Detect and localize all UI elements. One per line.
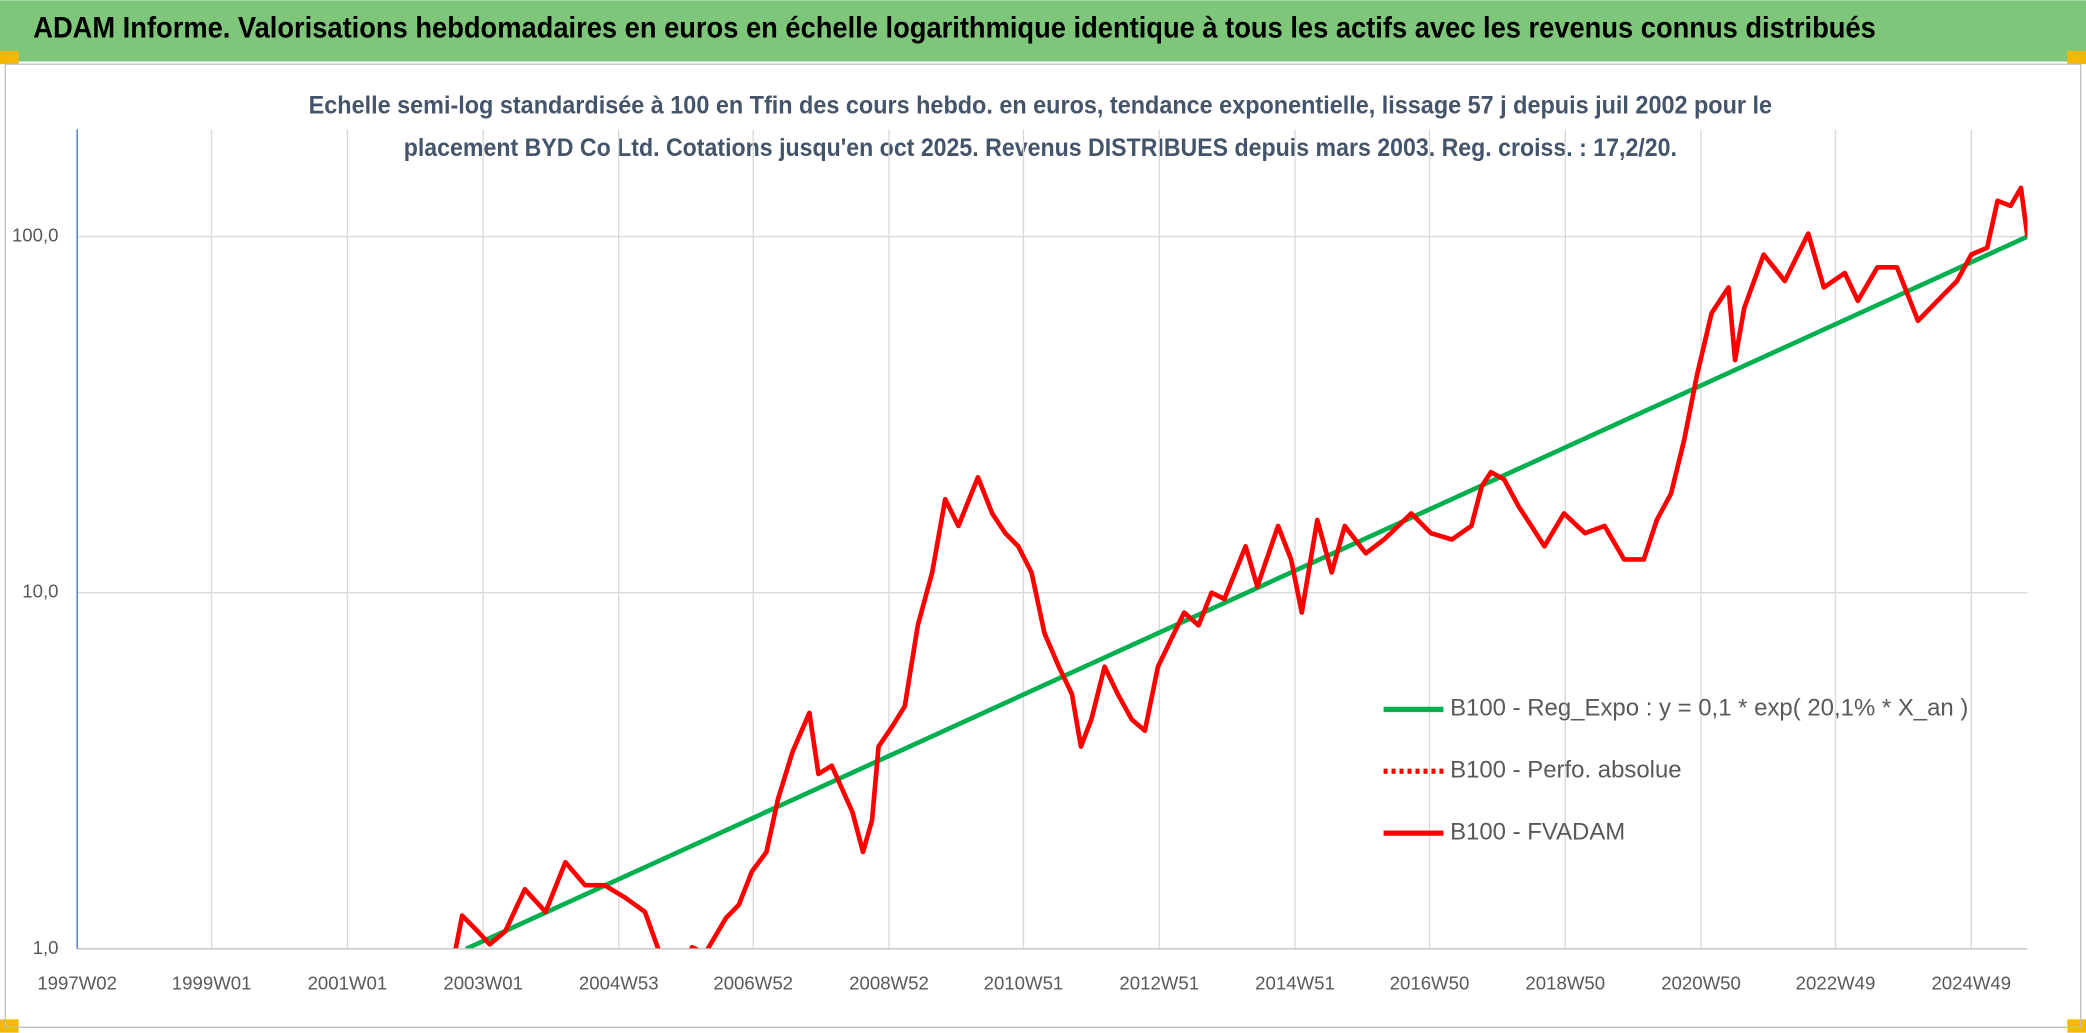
frame [4, 63, 2082, 1029]
x-tick-label: 2008W52 [849, 973, 929, 994]
corner [0, 1019, 19, 1033]
legend-label: B100 - Perfo. absolue [1450, 757, 1682, 784]
series-line [453, 185, 2028, 949]
x-tick-label: 2006W52 [713, 973, 793, 994]
y-tick-label: 100,0 [12, 224, 59, 245]
chart-subtitle: Echelle semi-log standardisée à 100 en T… [309, 91, 1772, 119]
chart-subtitle: placement BYD Co Ltd. Cotations jusqu'en… [404, 134, 1677, 162]
series-line [465, 234, 2028, 949]
y-tick-label: 1,0 [33, 937, 59, 958]
x-tick-label: 1997W02 [37, 973, 117, 994]
x-tick-label: 2004W53 [579, 973, 659, 994]
x-tick-label: 2012W51 [1119, 973, 1199, 994]
x-tick-label: 2022W49 [1796, 973, 1876, 994]
corner [0, 50, 19, 65]
x-tick-label: 1999W01 [172, 973, 252, 994]
x-tick-label: 2014W51 [1255, 973, 1335, 994]
legend-label: B100 - Reg_Expo : y = 0,1 * exp( 20,1% *… [1450, 695, 1968, 722]
x-tick-label: 2024W49 [1931, 973, 2011, 994]
corner [2067, 1019, 2086, 1033]
legend-label: B100 - FVADAM [1450, 818, 1625, 845]
x-tick-label: 2016W50 [1390, 973, 1470, 994]
corner [2067, 50, 2086, 65]
x-tick-label: 2010W51 [984, 973, 1064, 994]
chart-title: ADAM Informe. Valorisations hebdomadaire… [33, 12, 1876, 44]
y-tick-label: 10,0 [22, 581, 58, 602]
x-tick-label: 2003W01 [443, 973, 523, 994]
header-bar [0, 0, 2086, 62]
x-tick-label: 2001W01 [308, 973, 388, 994]
x-tick-label: 2018W50 [1525, 973, 1605, 994]
x-tick-label: 2020W50 [1661, 973, 1741, 994]
